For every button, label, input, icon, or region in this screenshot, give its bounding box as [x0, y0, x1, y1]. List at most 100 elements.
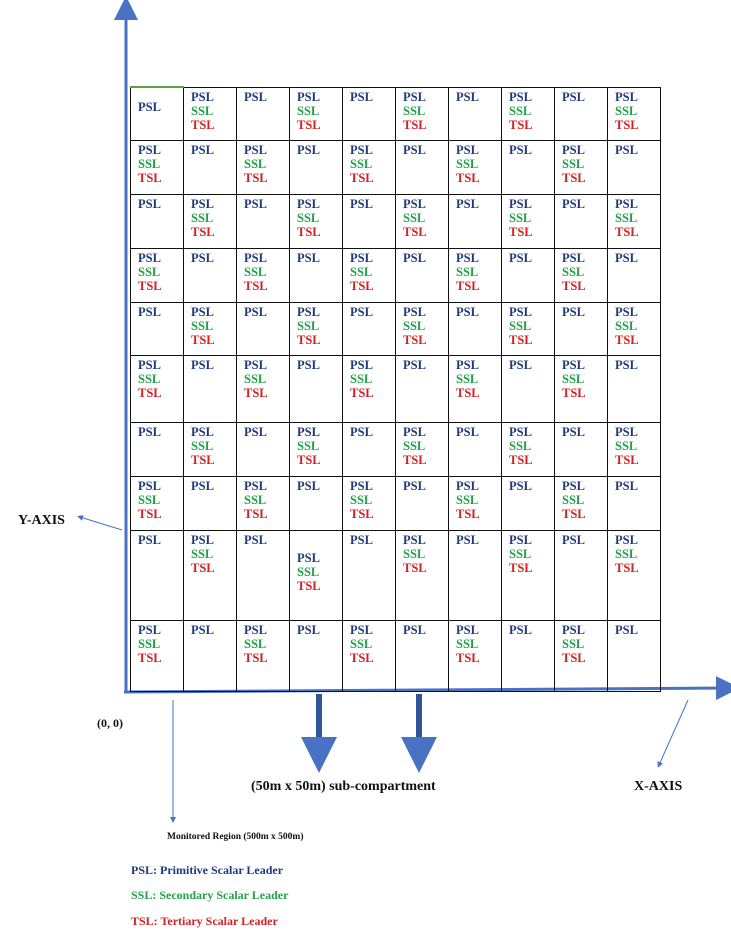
sub-compartment-cell: PSL: [501, 475, 555, 531]
sub-compartment-cell: PSL SSL TSL: [395, 422, 449, 477]
ssl-leader-label: SSL: [403, 318, 426, 333]
tsl-leader-label: TSL: [244, 650, 268, 665]
sub-compartment-cell: PSL SSL TSL: [289, 86, 343, 142]
grid-row: PSL PSL SSL TSL PSL PSL SSL TSL PSL PSL SSL TSL PSL P…: [130, 529, 661, 621]
sub-compartment-cell: PSL SSL TSL: [448, 475, 502, 531]
sub-compartment-cell: PSL SSL TSL: [130, 140, 184, 195]
sub-compartment-cell: PSL: [501, 140, 555, 195]
sub-compartment-cell: PSL: [342, 86, 396, 142]
ssl-leader-label: SSL: [615, 211, 638, 225]
sub-compartment-cell: PSL SSL TSL: [554, 475, 608, 531]
psl-leader-label: PSL: [615, 89, 638, 104]
psl-leader-label: PSL: [138, 532, 161, 547]
psl-leader-label: PSL: [403, 89, 426, 104]
sub-compartment-cell: PSL: [607, 247, 661, 303]
psl-leader-label: PSL: [562, 532, 585, 547]
sub-compartment-cell: PSL: [289, 247, 343, 303]
sub-compartment-cell: PSL: [183, 355, 237, 424]
psl-leader-label: PSL: [191, 197, 214, 211]
ssl-leader-label: SSL: [191, 318, 214, 333]
y-axis-pointer: [77, 515, 123, 531]
ssl-leader-label: SSL: [509, 318, 532, 333]
sub-compartment-cell: PSL: [183, 475, 237, 531]
ssl-leader-label: SSL: [562, 372, 585, 387]
psl-leader-label: PSL: [350, 197, 373, 211]
sub-compartment-cell: PSL: [607, 619, 661, 693]
psl-leader-label: PSL: [562, 197, 585, 211]
sub-compartment-cell: PSL SSL TSL: [342, 619, 396, 693]
psl-leader-label: PSL: [191, 425, 214, 440]
tsl-leader-label: TSL: [615, 225, 639, 239]
sub-compartment-cell: PSL SSL TSL: [501, 301, 555, 357]
psl-leader-label: PSL: [615, 304, 638, 319]
sub-compartment-cell: PSL: [289, 355, 343, 424]
psl-leader-label: PSL: [403, 304, 426, 319]
sub-compartment-cell: PSL: [554, 422, 608, 477]
tsl-leader-label: TSL: [350, 278, 374, 293]
tsl-leader-label: TSL: [138, 650, 162, 665]
sub-compartment-cell: PSL SSL TSL: [130, 247, 184, 303]
sub-compartment-cell: PSL SSL TSL: [607, 194, 661, 249]
ssl-leader-label: SSL: [138, 372, 161, 387]
legend-ssl: SSL: Secondary Scalar Leader: [131, 888, 289, 902]
origin-label: (0, 0): [97, 716, 123, 730]
ssl-leader-label: SSL: [350, 372, 373, 387]
psl-leader-label: PSL: [191, 478, 214, 493]
ssl-leader-label: SSL: [456, 372, 479, 387]
grid-row: PSL SSL TSL PSL PSL SSL TSL PSL PSL SSL TSL PSL PSL S…: [130, 247, 661, 303]
sub-compartment-cell: PSL SSL TSL: [342, 475, 396, 531]
psl-leader-label: PSL: [297, 358, 320, 373]
ssl-leader-label: SSL: [562, 492, 585, 507]
x-axis-pointer: [657, 699, 689, 768]
sub-compartment-cell: PSL: [342, 194, 396, 249]
sub-compartment-cell: PSL: [448, 194, 502, 249]
psl-leader-label: PSL: [138, 250, 161, 265]
psl-leader-label: PSL: [138, 143, 161, 158]
psl-leader-label: PSL: [509, 425, 532, 440]
sub-compartment-cell: PSL SSL TSL: [501, 529, 555, 621]
tsl-leader-label: TSL: [350, 386, 374, 401]
psl-leader-label: PSL: [297, 478, 320, 493]
psl-leader-label: PSL: [350, 250, 373, 265]
psl-leader-label: PSL: [138, 622, 161, 637]
sub-compartment-cell: PSL: [236, 301, 290, 357]
psl-leader-label: PSL: [244, 358, 267, 373]
ssl-leader-label: SSL: [191, 211, 214, 225]
sub-compartment-cell: PSL SSL TSL: [183, 529, 237, 621]
sub-compartment-cell: PSL SSL TSL: [236, 475, 290, 531]
psl-leader-label: PSL: [615, 425, 638, 440]
ssl-leader-label: SSL: [615, 546, 638, 561]
sub-compartment-cell: PSL SSL TSL: [342, 140, 396, 195]
ssl-leader-label: SSL: [615, 318, 638, 333]
psl-leader-label: PSL: [244, 197, 267, 211]
sub-compartment-cell: PSL: [607, 140, 661, 195]
tsl-leader-label: TSL: [297, 225, 321, 239]
ssl-leader-label: SSL: [562, 636, 585, 651]
psl-leader-label: PSL: [403, 250, 426, 265]
psl-leader-label: PSL: [403, 197, 426, 211]
sub-compartment-cell: PSL: [395, 355, 449, 424]
sub-compartment-cell: PSL SSL TSL: [607, 86, 661, 142]
sub-compartment-cell: PSL: [342, 529, 396, 621]
tsl-leader-label: TSL: [297, 578, 321, 593]
ssl-leader-label: SSL: [509, 546, 532, 561]
psl-leader-label: PSL: [297, 197, 320, 211]
psl-leader-label: PSL: [191, 622, 214, 637]
psl-leader-label: PSL: [456, 358, 479, 373]
sub-compartment-cell: PSL SSL TSL: [236, 619, 290, 693]
tsl-leader-label: TSL: [562, 650, 586, 665]
tsl-leader-label: TSL: [297, 453, 321, 468]
psl-leader-label: PSL: [456, 250, 479, 265]
tsl-leader-label: TSL: [615, 453, 639, 468]
tsl-leader-label: TSL: [403, 225, 427, 239]
psl-leader-label: PSL: [403, 622, 426, 637]
psl-leader-label: PSL: [297, 622, 320, 637]
tsl-leader-label: TSL: [403, 453, 427, 468]
sub-compartment-cell: PSL SSL TSL: [607, 301, 661, 357]
ssl-leader-label: SSL: [403, 103, 426, 118]
grid-row: PSL SSL TSL PSL PSL SSL TSL PSL PSL SSL TSL PSL PSL S…: [130, 355, 661, 424]
psl-leader-label: PSL: [350, 304, 373, 319]
psl-leader-label: PSL: [297, 425, 320, 440]
sub-compartment-cell: PSL: [130, 86, 184, 142]
sub-compartment-cell: PSL: [130, 529, 184, 621]
